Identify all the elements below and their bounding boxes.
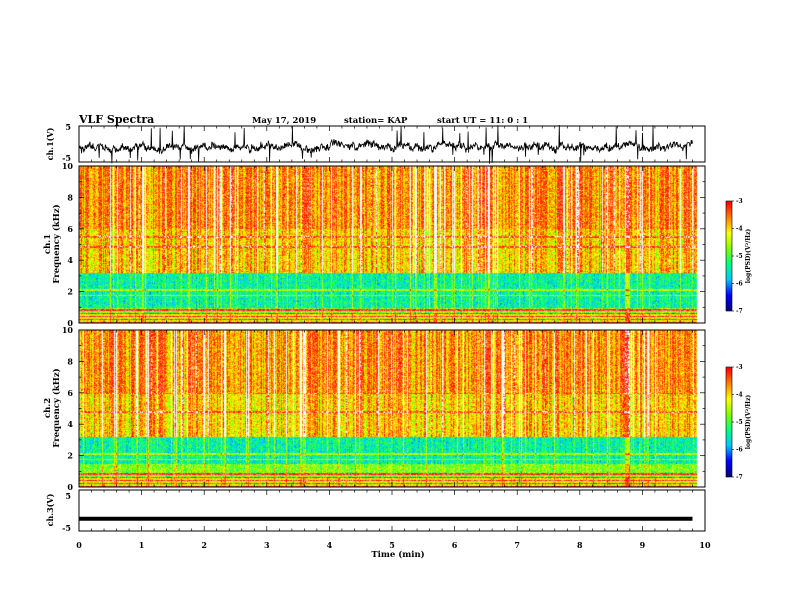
y-tick-label: 6: [67, 224, 73, 234]
ch2-colorbar: -3 -4 -5 -6 -7 log(PSD)(V²/Hz): [725, 364, 752, 481]
colorbar-tick-label: -5: [736, 419, 743, 426]
ch1-colorbar-ticks: -3 -4 -5 -6 -7: [732, 198, 743, 315]
time-axis-label: Time (min): [371, 549, 424, 560]
ch1-ytick-top: 5: [65, 122, 71, 132]
figure-title: VLF Spectra: [78, 113, 154, 126]
colorbar-tick-label: -5: [736, 253, 743, 260]
ch1-waveform-panel: 5 -5 ch.1(V): [45, 122, 706, 164]
ch1-ylabel: ch.1(V): [45, 127, 55, 160]
x-tick-label: 0: [76, 540, 82, 550]
y-tick-label: 0: [67, 318, 73, 328]
x-tick-label: 9: [640, 540, 646, 550]
ch3-ylabel: ch.3(V): [45, 493, 55, 526]
y-tick-label: 10: [62, 161, 74, 171]
ch1-channel-label: ch.1: [43, 234, 53, 254]
ch3-waveform-ticks: [78, 490, 706, 531]
colorbar-tick-label: -4: [736, 392, 743, 399]
y-tick-label: 2: [67, 287, 73, 297]
ch2-spectrogram-ticks: [78, 329, 706, 488]
ch3-ytick-bottom: -5: [62, 523, 71, 533]
ch1-ytick-bottom: -5: [62, 153, 71, 163]
station-label: station= KAP: [344, 116, 408, 126]
ch1-colorbar-label: log(PSD)(V²/Hz): [745, 229, 752, 284]
y-tick-label: 10: [62, 325, 74, 335]
x-tick-label: 1: [139, 540, 145, 550]
y-tick-label: 2: [67, 451, 73, 461]
colorbar-tick-label: -3: [736, 364, 743, 371]
x-tick-label: 2: [201, 540, 207, 550]
ch2-colorbar-gradient: [726, 367, 732, 477]
y-tick-label: 8: [67, 356, 73, 366]
ch2-spectrogram-panel: 0 2 4 6 8 10 ch.2 Frequency (kHz): [43, 325, 706, 492]
ch1-spectrogram-panel: 0 2 4 6 8 10 ch.1 Frequency (kHz): [43, 161, 706, 328]
ch1-waveform-line: [78, 124, 693, 164]
start-ut-label: start UT = 11: 0 : 1: [437, 116, 528, 126]
x-tick-label: 10: [699, 540, 711, 550]
date-label: May 17, 2019: [252, 116, 316, 126]
ch1-colorbar-gradient: [726, 201, 732, 311]
ch1-colorbar: -3 -4 -5 -6 -7 log(PSD)(V²/Hz): [725, 198, 752, 315]
ch1-waveform-ticks: [78, 126, 706, 162]
ch3-waveform-frame: [78, 489, 706, 532]
x-tick-label: 5: [389, 540, 395, 550]
ch2-colorbar-label: log(PSD)(V²/Hz): [745, 395, 752, 450]
colorbar-tick-label: -3: [736, 198, 743, 205]
ch2-spectrogram-yticklabels: 0 2 4 6 8 10: [62, 325, 74, 492]
y-tick-label: 8: [67, 192, 73, 202]
y-tick-label: 0: [67, 482, 73, 492]
ch2-channel-label: ch.2: [43, 398, 53, 418]
ch1-spectrogram-image: [79, 166, 705, 323]
y-tick-label: 6: [67, 388, 73, 398]
ch1-frequency-label: Frequency (kHz): [51, 204, 62, 283]
x-tick-label: 8: [577, 540, 583, 550]
ch2-colorbar-ticks: -3 -4 -5 -6 -7: [732, 364, 743, 481]
ch1-spectrogram-yticklabels: 0 2 4 6 8 10: [62, 161, 74, 328]
x-tick-label: 6: [452, 540, 458, 550]
colorbar-tick-label: -6: [736, 281, 743, 288]
time-axis-ticklabels: 0 1 2 3 4 5 6 7 8 9 10: [76, 540, 711, 550]
colorbar-tick-label: -6: [736, 447, 743, 454]
ch3-waveform-panel: 5 -5 ch.3(V) 0 1 2 3 4 5 6 7 8 9 10 Time (min): [45, 489, 711, 560]
ch2-frequency-label: Frequency (kHz): [51, 368, 62, 447]
ch3-ytick-top: 5: [65, 491, 71, 501]
ch2-spectrogram-image: [79, 330, 705, 487]
colorbar-tick-label: -7: [736, 308, 743, 315]
x-tick-label: 3: [264, 540, 270, 550]
colorbar-tick-label: -4: [736, 226, 743, 233]
x-tick-label: 4: [327, 540, 333, 550]
y-tick-label: 4: [67, 419, 73, 429]
x-tick-label: 7: [514, 540, 520, 550]
colorbar-tick-label: -7: [736, 474, 743, 481]
y-tick-label: 4: [67, 255, 73, 265]
ch1-spectrogram-ticks: [78, 165, 706, 324]
